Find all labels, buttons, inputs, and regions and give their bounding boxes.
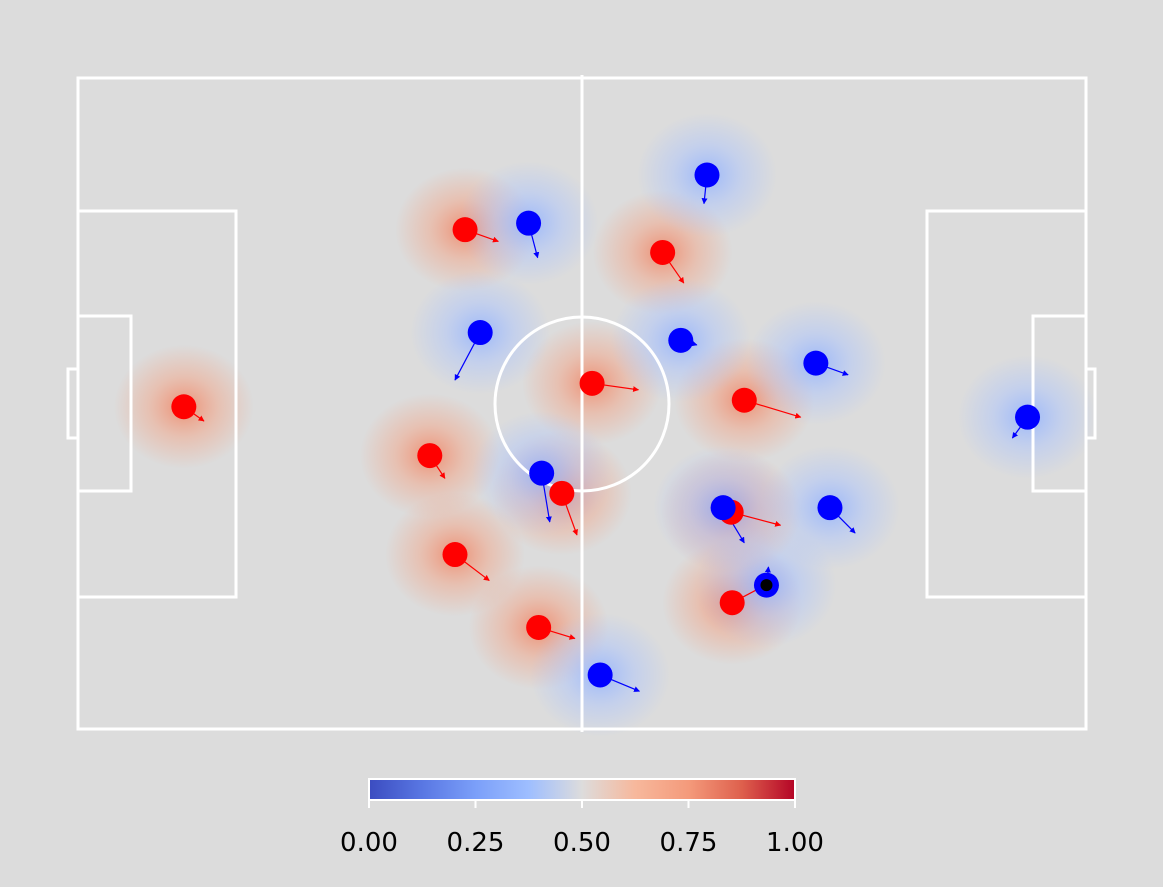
player-red-9 [719, 590, 745, 616]
player-blue-5 [694, 162, 720, 188]
player-red-5 [549, 480, 575, 506]
right-goal [1084, 367, 1097, 440]
colorbar-gradient [368, 778, 796, 801]
centre-circle [493, 315, 671, 493]
pitch-control-heatmap [113, 112, 1098, 737]
colorbar-tick-label: 1.00 [766, 828, 824, 858]
ball-marker [760, 579, 773, 592]
player-red-6 [579, 370, 605, 396]
colorbar-tick-label: 0.50 [553, 828, 611, 858]
player-red-2 [442, 542, 468, 568]
colorbar-ticks: 0.00 0.25 0.50 0.75 1.00 [340, 800, 824, 858]
player-markers [171, 162, 1041, 688]
player-red-10 [731, 387, 757, 413]
colorbar-tick-label: 0.75 [660, 828, 718, 858]
player-blue-9 [817, 495, 843, 521]
player-blue-0 [467, 320, 493, 346]
player-blue-4 [668, 327, 694, 353]
colorbar: 0.00 0.25 0.50 0.75 1.00 [340, 778, 824, 858]
player-red-1 [417, 443, 443, 469]
colorbar-tick-label: 0.25 [447, 828, 505, 858]
player-blue-2 [529, 460, 555, 486]
player-blue-6 [710, 495, 736, 521]
ball-layer [760, 579, 773, 592]
left-goal [66, 367, 80, 440]
player-red-3 [452, 217, 478, 243]
player-blue-8 [803, 350, 829, 376]
player-red-0 [171, 394, 197, 420]
player-red-7 [650, 239, 676, 265]
player-blue-1 [516, 210, 542, 236]
colorbar-tick-label: 0.00 [340, 828, 398, 858]
player-blue-3 [587, 662, 613, 688]
player-red-4 [526, 614, 552, 640]
player-blue-10 [1015, 404, 1041, 430]
pitch-markings [66, 75, 1097, 732]
